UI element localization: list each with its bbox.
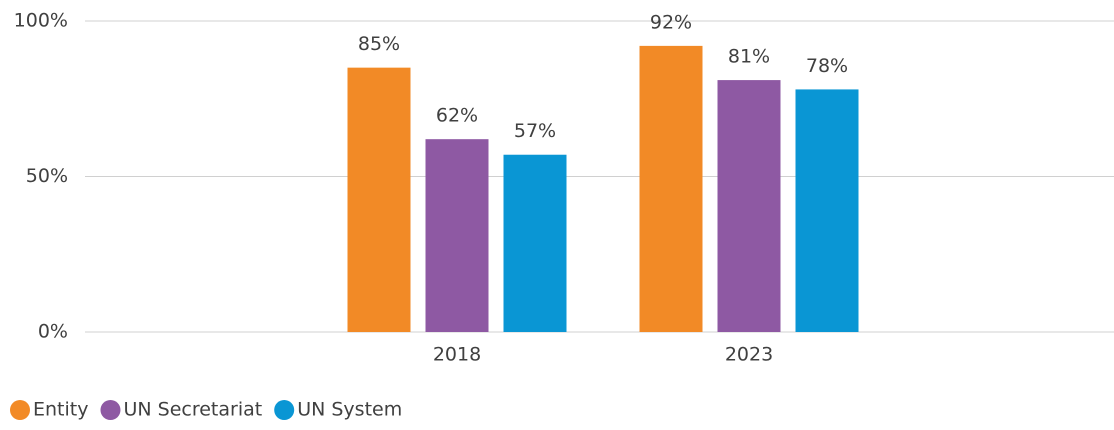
value-label: 62%	[436, 105, 478, 127]
x-tick-label: 2018	[433, 344, 481, 366]
bar	[425, 139, 489, 332]
bar	[347, 67, 411, 333]
bar	[503, 154, 567, 332]
legend-marker	[274, 400, 295, 420]
legend-marker	[100, 400, 121, 420]
legend-label: Entity	[33, 399, 88, 421]
bar	[717, 80, 781, 332]
y-tick-label: 0%	[38, 321, 68, 343]
y-tick-label: 100%	[14, 10, 68, 32]
legend-marker	[10, 400, 30, 420]
legend-label: UN Secretariat	[123, 399, 262, 421]
value-label: 81%	[728, 46, 770, 68]
bar	[795, 89, 859, 332]
value-label: 85%	[358, 33, 400, 55]
legend-label: UN System	[297, 399, 402, 421]
bar	[639, 45, 703, 332]
value-label: 78%	[806, 55, 848, 77]
value-label: 92%	[650, 11, 692, 33]
x-tick-label: 2023	[725, 344, 773, 366]
value-label: 57%	[514, 120, 556, 142]
y-tick-label: 50%	[26, 165, 68, 187]
